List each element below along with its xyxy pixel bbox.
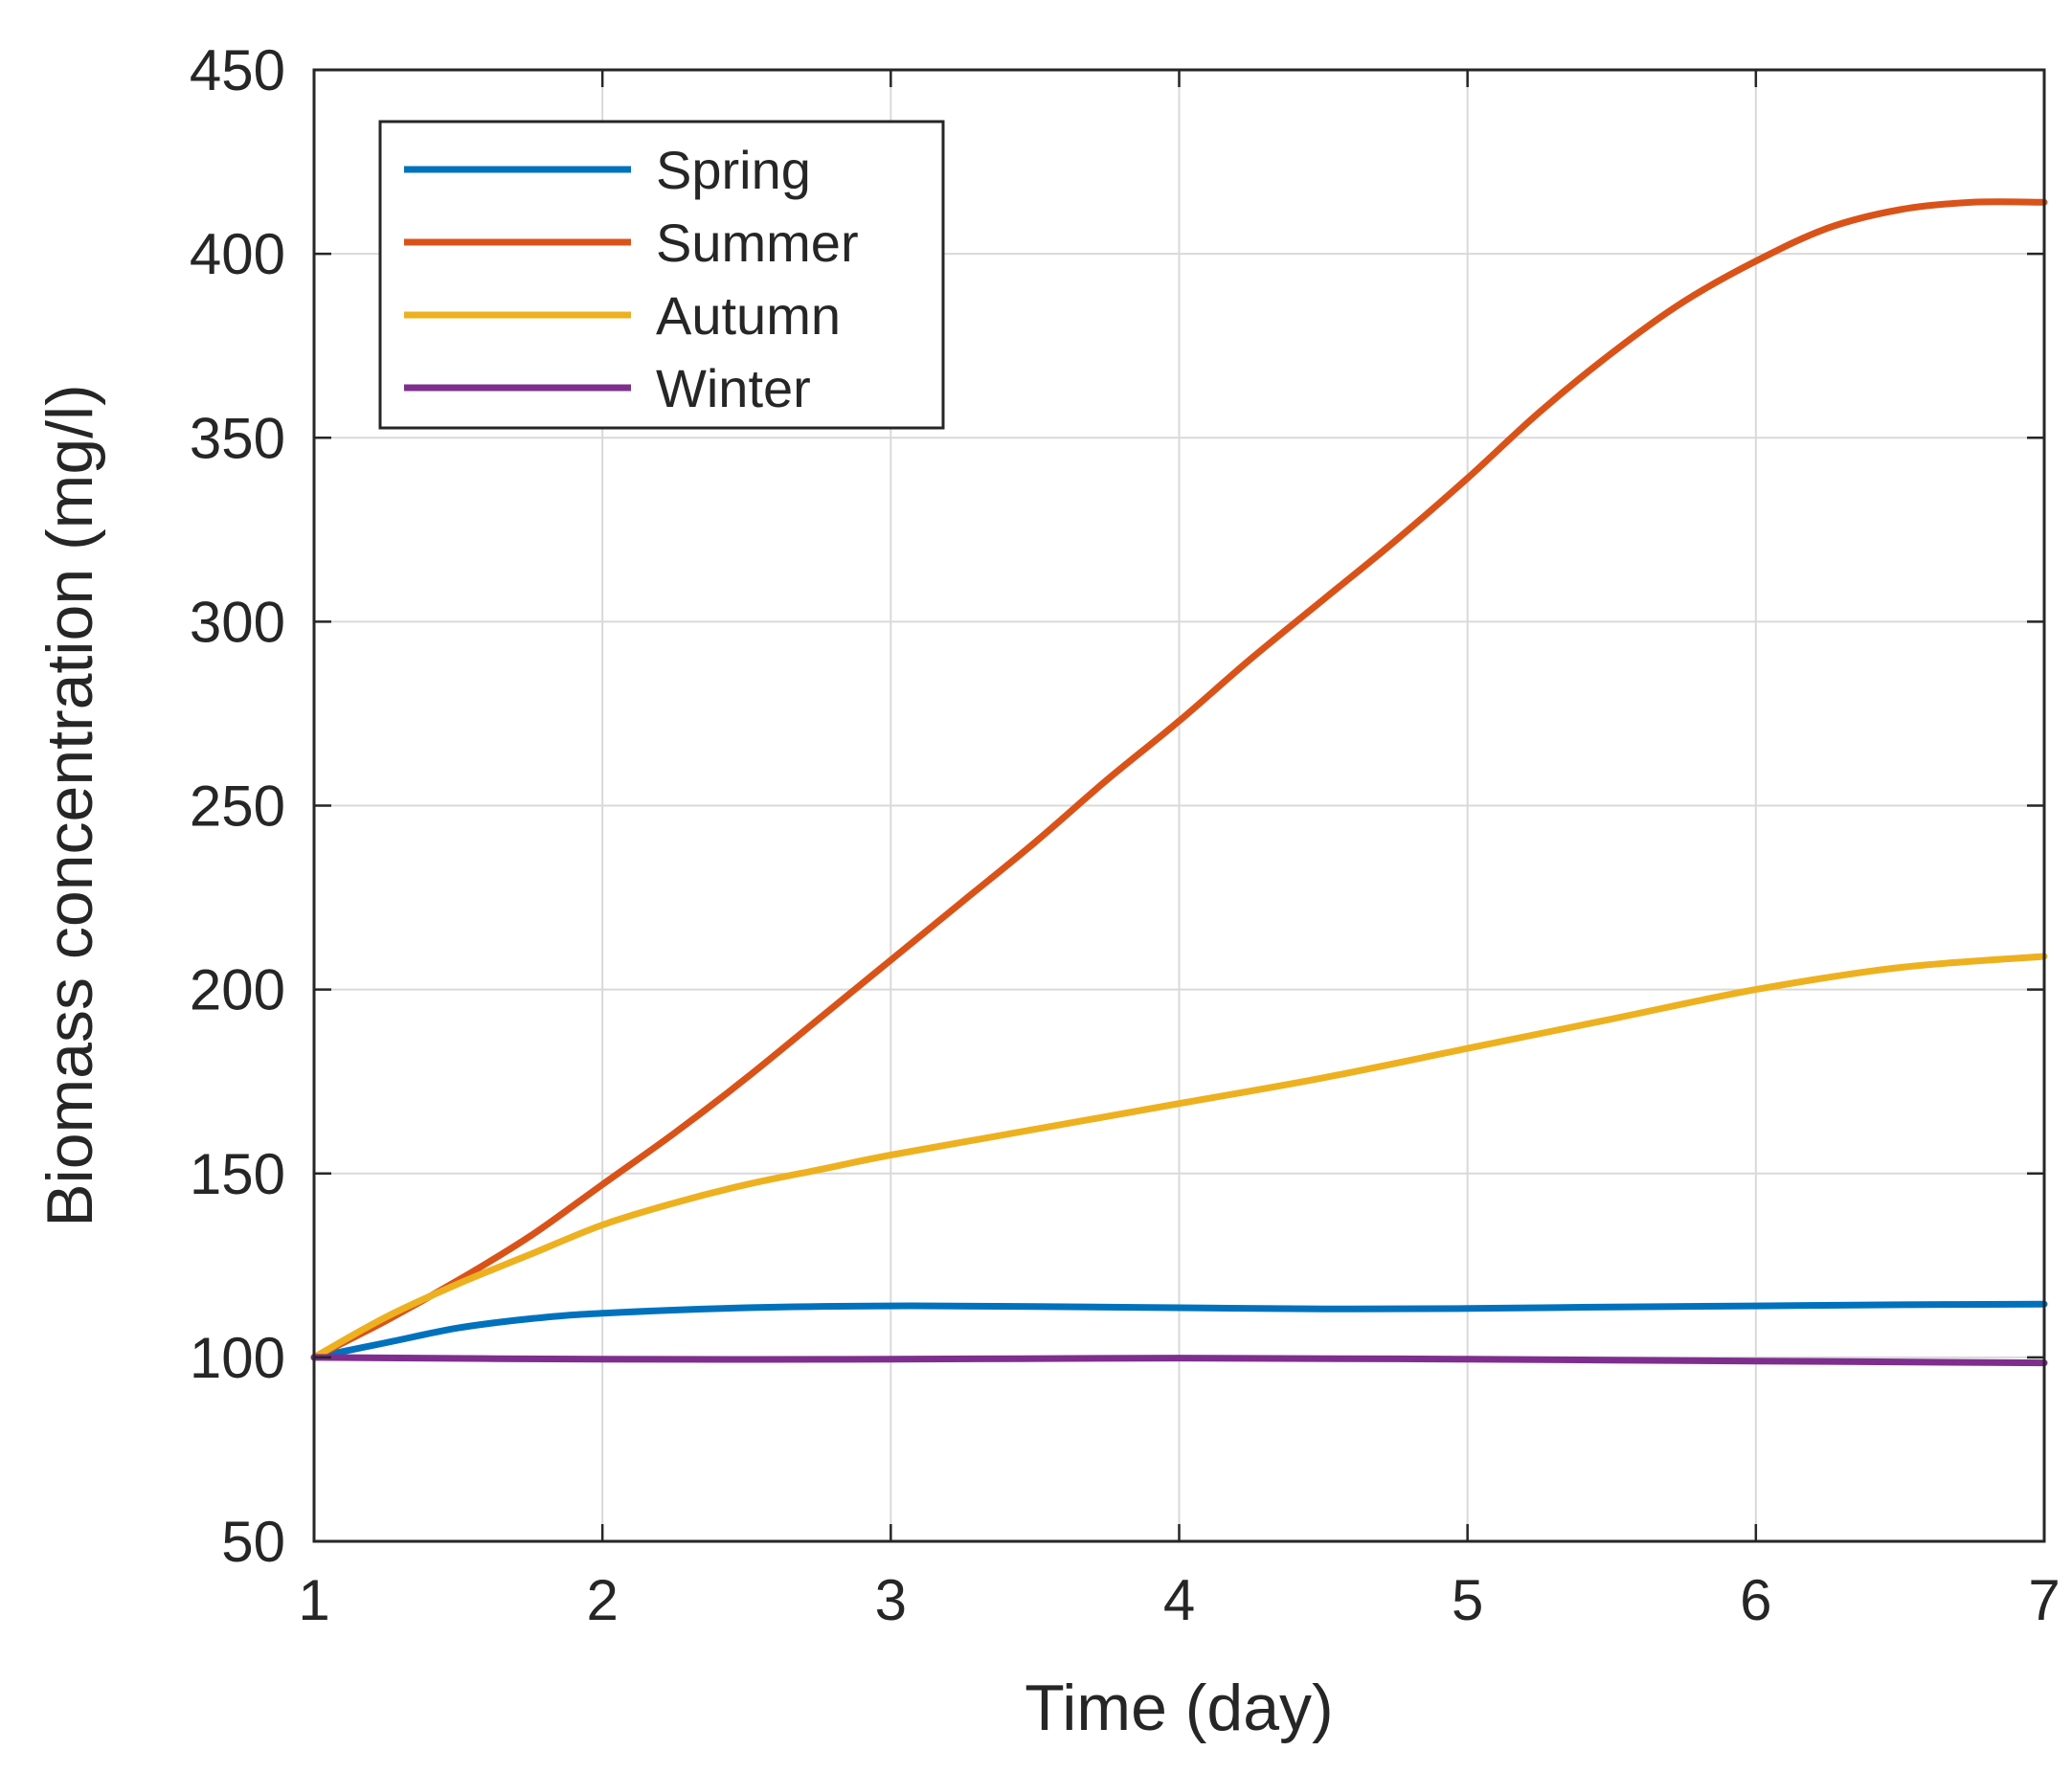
- axis-ticks: [312, 68, 2046, 1543]
- x-tick-label: 6: [1740, 1568, 1771, 1632]
- y-tick-label: 250: [190, 774, 285, 839]
- series-lines: [310, 198, 2048, 1367]
- x-axis-title: Time (day): [1025, 1672, 1333, 1744]
- x-tick-label: 5: [1452, 1568, 1483, 1632]
- y-tick-label: 350: [190, 406, 285, 470]
- x-tick-label: 4: [1163, 1568, 1195, 1632]
- x-tick-label: 7: [2028, 1568, 2060, 1632]
- x-axis-tick-labels: 1 2 3 4 5 6 7: [298, 1568, 2060, 1632]
- series-line-spring: [310, 1300, 2048, 1361]
- legend: Spring Summer Autumn Winter: [378, 120, 945, 430]
- series-line-autumn: [310, 953, 2048, 1361]
- y-tick-label: 450: [190, 38, 285, 102]
- x-tick-label: 2: [586, 1568, 618, 1632]
- y-axis-tick-labels: 50 100 150 200 250 300 350 400 450: [190, 38, 285, 1574]
- legend-label-winter: Winter: [656, 358, 811, 418]
- legend-label-autumn: Autumn: [656, 285, 841, 346]
- y-tick-label: 300: [190, 590, 285, 654]
- y-axis-title: Biomass concentration (mg/l): [34, 384, 106, 1227]
- legend-items: Spring Summer Autumn Winter: [404, 140, 859, 418]
- y-tick-label: 200: [190, 958, 285, 1022]
- y-tick-label: 50: [221, 1510, 285, 1574]
- y-tick-label: 150: [190, 1142, 285, 1206]
- series-line-summer: [310, 198, 2048, 1361]
- x-tick-label: 1: [298, 1568, 329, 1632]
- legend-label-spring: Spring: [656, 140, 811, 200]
- x-tick-label: 3: [875, 1568, 907, 1632]
- y-tick-label: 100: [190, 1326, 285, 1390]
- y-tick-label: 400: [190, 222, 285, 286]
- series-line-winter: [310, 1354, 2048, 1367]
- legend-label-summer: Summer: [656, 213, 859, 273]
- grid-lines: [313, 69, 2045, 1542]
